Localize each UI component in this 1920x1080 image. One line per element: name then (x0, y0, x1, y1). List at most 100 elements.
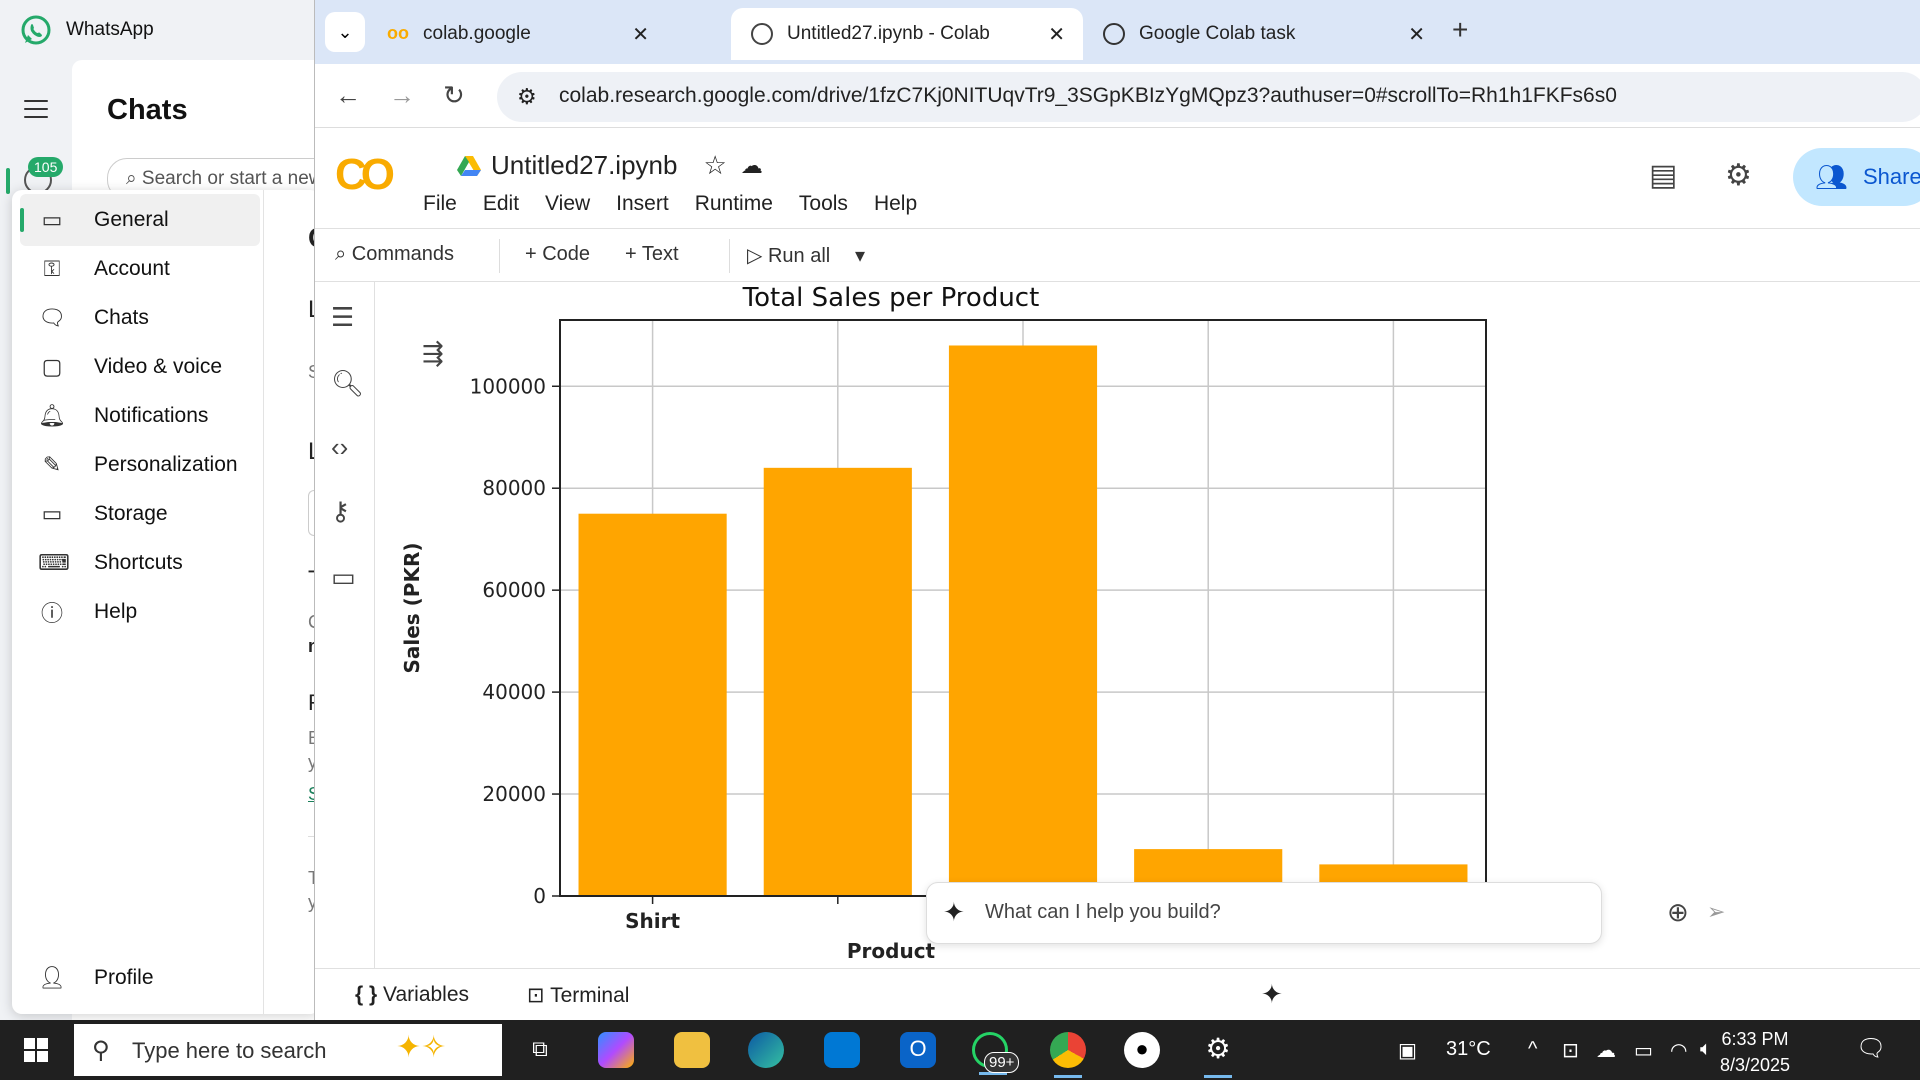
divider (499, 239, 500, 273)
variables-button[interactable]: { } Variables (355, 983, 469, 1007)
windows-start-icon[interactable] (24, 1038, 48, 1062)
menu-view[interactable]: View (545, 192, 591, 215)
whatsapp-unread-badge: 99+ (984, 1052, 1020, 1073)
settings-nav-video-voice[interactable]: ▢ Video & voice (20, 341, 260, 393)
cloud-icon[interactable]: ☁ (740, 152, 763, 178)
settings-nav-profile[interactable]: 👤︎ Profile (20, 952, 260, 1004)
secrets-key-icon[interactable]: ⚷ (331, 496, 351, 526)
chrome-icon[interactable] (1050, 1032, 1086, 1078)
settings-nav-account[interactable]: ⚿ Account (20, 243, 260, 295)
person-icon: 👤︎ (38, 965, 66, 990)
tab-colab-google[interactable]: oo colab.google ✕ (367, 8, 667, 60)
reload-icon[interactable]: ↻ (443, 80, 465, 110)
menu-help[interactable]: Help (873, 192, 918, 215)
outlook-icon[interactable]: O (900, 1032, 936, 1068)
share-button[interactable]: 👥︎ Share (1793, 148, 1920, 206)
close-icon[interactable]: ✕ (1408, 24, 1425, 46)
wifi-icon[interactable]: ◠ (1670, 1040, 1688, 1062)
tab-untitled27[interactable]: Untitled27.ipynb - Colab ✕ (731, 8, 1083, 60)
commands-label: Commands (351, 243, 455, 265)
add-circle-icon[interactable]: ⊕ (1667, 897, 1689, 927)
close-icon[interactable]: ✕ (1048, 24, 1065, 46)
run-all-button[interactable]: ▷ Run all (747, 243, 830, 268)
volume-icon[interactable]: 🔈︎ (1700, 1038, 1712, 1060)
google-drive-icon[interactable] (457, 155, 481, 176)
gear-icon[interactable]: ⚙ (1725, 159, 1752, 192)
onedrive-cloud-icon[interactable]: ☁ (1596, 1040, 1616, 1062)
star-icon[interactable]: ☆ (703, 150, 727, 180)
send-icon[interactable]: ➢ (1707, 899, 1726, 924)
forward-icon[interactable]: → (389, 80, 415, 110)
y-tick-label: 60000 (482, 578, 546, 602)
address-bar[interactable]: ⚙ colab.research.google.com/drive/1fzC7K… (497, 72, 1920, 122)
taskbar-clock[interactable]: 6:33 PM 8/3/2025 (1720, 1026, 1790, 1078)
settings-nav-storage[interactable]: ▭ Storage (20, 488, 260, 540)
battery-icon[interactable]: ▭ (1634, 1040, 1653, 1062)
unread-badge: 105 (28, 157, 64, 177)
terminal-button[interactable]: ⊡ Terminal (527, 983, 629, 1008)
edge-icon[interactable] (748, 1032, 784, 1068)
chat-search-placeholder: Search or start a new chat (141, 168, 347, 189)
brush-icon: ✎ (42, 452, 62, 477)
copilot-icon[interactable] (598, 1032, 634, 1068)
run-all-dropdown-icon[interactable]: ▾ (855, 245, 866, 267)
colab-logo[interactable]: CO (335, 150, 395, 199)
terminal-label: Terminal (550, 984, 630, 1007)
meet-icon[interactable]: ⊡ (1562, 1040, 1579, 1062)
table-of-contents-icon[interactable]: ☰ (331, 302, 355, 332)
nav-label: Shortcuts (94, 551, 183, 574)
add-text-button[interactable]: + Text (625, 243, 679, 265)
menu-edit[interactable]: Edit (482, 192, 520, 215)
news-icon[interactable]: ▣ (1398, 1040, 1417, 1062)
search-icon: ⌕ (126, 168, 142, 189)
chevron-up-icon[interactable]: ^ (1528, 1038, 1538, 1060)
weather-temp[interactable]: 31°C (1446, 1038, 1491, 1060)
back-icon[interactable]: ← (335, 80, 361, 110)
find-replace-icon[interactable]: 🔍︎ (331, 368, 365, 398)
gemini-sparkle-icon: ✦ (943, 897, 965, 927)
settings-nav-personalization[interactable]: ✎ Personalization (20, 439, 260, 491)
menu-file[interactable]: File (423, 192, 457, 215)
menu-tools[interactable]: Tools (798, 192, 848, 215)
clock-date: 8/3/2025 (1720, 1055, 1791, 1075)
code-snippets-icon[interactable]: ‹› (331, 432, 349, 462)
tab-search-button[interactable]: ⌄ (325, 12, 365, 52)
microsoft-store-icon[interactable] (824, 1032, 860, 1068)
site-settings-icon[interactable]: ⚙ (517, 84, 537, 109)
close-icon[interactable]: ✕ (632, 24, 649, 46)
settings-nav-help[interactable]: ⓘ Help (20, 586, 260, 638)
task-view-icon[interactable]: ⧉ (532, 1036, 548, 1061)
gemini-sparkle-icon[interactable]: ✦ (1261, 979, 1283, 1009)
search-icon: ⌕ (335, 243, 347, 265)
sales-bar-chart: 0 20000 40000 60000 80000 100000 Shirt Total S… (400, 283, 1487, 963)
notebook-toolbar: ⌕ Commands + Code + Text ▷ Run all ▾ (315, 228, 1920, 282)
laptop-icon: ▭ (41, 207, 63, 232)
github-icon[interactable]: ● (1124, 1032, 1160, 1068)
key-icon: ⚿ (43, 256, 61, 281)
menu-runtime[interactable]: Runtime (694, 192, 773, 215)
taskbar-search-box[interactable]: ⚲ Type here to search ✦✧ (74, 1024, 502, 1076)
settings-nav-notifications[interactable]: 🔔︎ Notifications (20, 390, 260, 442)
settings-nav-general[interactable]: ▭ General (20, 194, 260, 246)
file-explorer-icon[interactable] (674, 1032, 710, 1068)
comment-icon[interactable]: ▤ (1649, 159, 1678, 192)
y-tick-label: 0 (533, 884, 546, 908)
notifications-icon[interactable]: 🗨︎ (1856, 1035, 1887, 1062)
notebook-title[interactable]: Untitled27.ipynb (491, 150, 678, 180)
menu-insert[interactable]: Insert (616, 192, 669, 215)
settings-nav-chats[interactable]: 🗨 Chats (20, 292, 260, 344)
commands-button[interactable]: ⌕ Commands (335, 243, 454, 266)
files-folder-icon[interactable]: ▭ (331, 562, 356, 592)
tab-google-colab-task[interactable]: ​ Google Colab task ✕ (1083, 8, 1443, 60)
bar (578, 513, 727, 896)
gemini-prompt-box[interactable]: ✦ What can I help you build? ⊕ ➢ (926, 882, 1725, 944)
add-code-button[interactable]: + Code (525, 243, 591, 265)
output-actions-icon[interactable]: ⇶ (422, 338, 444, 368)
bar (763, 467, 912, 896)
settings-gear-icon[interactable]: ⚙ (1200, 1032, 1236, 1078)
settings-nav-shortcuts[interactable]: ⌨ Shortcuts (20, 537, 260, 589)
nav-label: Help (94, 600, 138, 623)
settings-nav: ▭ General ⚿ Account 🗨 Chats ▢ Video & voice … (12, 190, 264, 1014)
menu-icon[interactable] (24, 100, 48, 124)
new-tab-icon[interactable]: + (1452, 14, 1469, 45)
